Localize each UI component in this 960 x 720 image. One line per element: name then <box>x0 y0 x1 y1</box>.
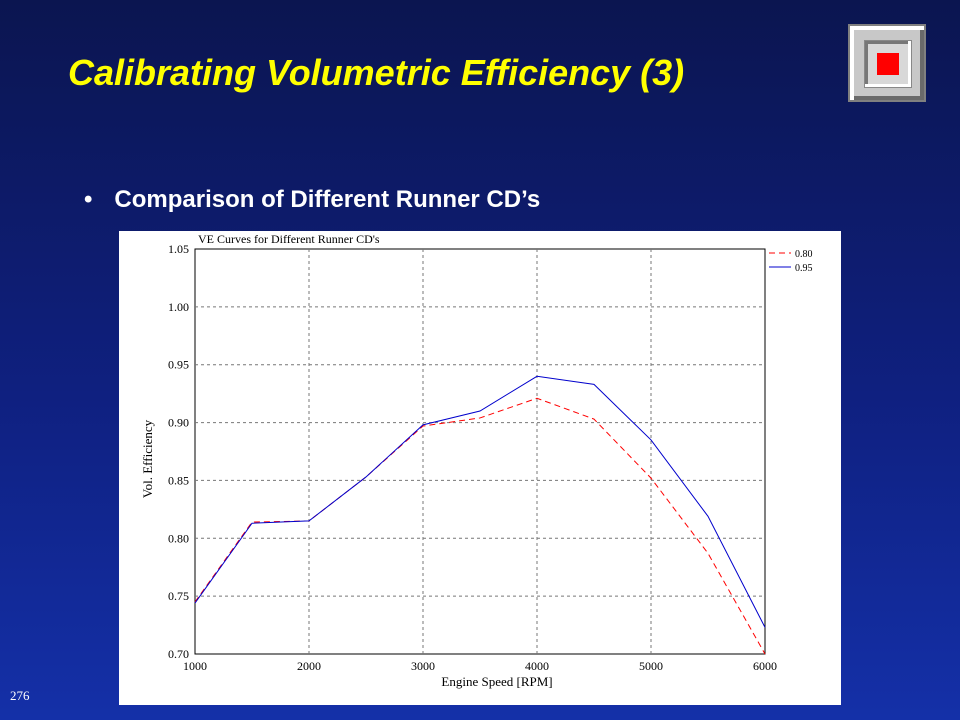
x-tick-label: 4000 <box>525 659 549 673</box>
chart-title: VE Curves for Different Runner CD's <box>198 232 380 246</box>
x-tick-label: 1000 <box>183 659 207 673</box>
ve-chart: 1000 2000 3000 4000 5000 6000 0.70 0.75 0.80 0.85… <box>140 232 813 689</box>
y-axis-label: Vol. Efficiency <box>140 419 155 498</box>
y-tick-label: 0.95 <box>168 358 189 372</box>
slide-title: Calibrating Volumetric Efficiency (3) <box>68 52 685 93</box>
x-tick-label: 6000 <box>753 659 777 673</box>
bullet-marker: • <box>84 186 93 213</box>
x-tick-label: 3000 <box>411 659 435 673</box>
series-line-0.95 <box>194 375 766 628</box>
y-tick-label: 0.90 <box>168 416 189 430</box>
grid-lines <box>195 249 765 654</box>
legend: 0.80 0.95 <box>769 249 813 274</box>
y-tick-label: 1.05 <box>168 242 189 256</box>
series-line-0.80 <box>194 397 766 655</box>
plot-area <box>194 248 766 655</box>
series-lines <box>194 375 766 655</box>
stop-button-bevel <box>864 40 912 88</box>
chart-panel: 1000 2000 3000 4000 5000 6000 0.70 0.75 0.80 0.85… <box>119 231 841 705</box>
x-tick-label: 5000 <box>639 659 663 673</box>
stop-icon <box>877 53 899 75</box>
y-tick-label: 1.00 <box>168 300 189 314</box>
legend-label: 0.95 <box>795 263 813 274</box>
bullet-item: • Comparison of Different Runner CD’s <box>84 186 540 214</box>
y-tick-label: 0.80 <box>168 531 189 545</box>
stop-button[interactable] <box>848 24 926 102</box>
bullet-text: Comparison of Different Runner CD’s <box>114 186 541 213</box>
x-tick-label: 2000 <box>297 659 321 673</box>
x-axis-label: Engine Speed [RPM] <box>441 674 552 689</box>
tick-labels: 1000 2000 3000 4000 5000 6000 0.70 0.75 0.80 0.85… <box>168 242 777 673</box>
y-tick-label: 0.70 <box>168 647 189 661</box>
y-tick-label: 0.85 <box>168 473 189 487</box>
page-number: 276 <box>10 688 30 703</box>
y-tick-label: 0.75 <box>168 589 189 603</box>
legend-label: 0.80 <box>795 249 813 260</box>
